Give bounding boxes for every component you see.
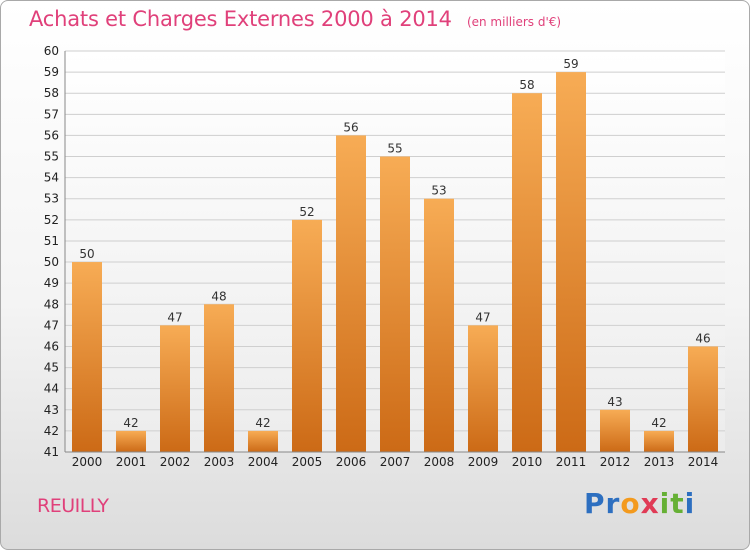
y-tick-label: 42 xyxy=(44,424,59,438)
bar-2011 xyxy=(556,72,586,453)
x-tick-label-2009: 2009 xyxy=(468,455,499,469)
x-tick-labels: 2000 2001 2002 2003 2004 2005 2006 2007 2008 2009… xyxy=(72,455,719,469)
title-block: Achats et Charges Externes 2000 à 2014 (… xyxy=(29,7,561,31)
bar-2007 xyxy=(380,156,410,453)
bar-2010 xyxy=(512,93,542,453)
y-tick-label: 55 xyxy=(44,150,59,164)
x-tick-label-2000: 2000 xyxy=(72,455,103,469)
axes xyxy=(64,51,725,453)
y-tick-label: 49 xyxy=(44,276,59,290)
bar-2008 xyxy=(424,198,454,452)
y-tick-label: 43 xyxy=(44,403,59,417)
value-label-2005: 52 xyxy=(299,205,314,219)
bar-2006 xyxy=(336,135,366,452)
y-tick-label: 57 xyxy=(44,107,59,121)
y-tick-label: 48 xyxy=(44,297,59,311)
bar-2001 xyxy=(116,430,146,452)
x-tick-label-2007: 2007 xyxy=(380,455,411,469)
x-tick-label-2013: 2013 xyxy=(644,455,675,469)
logo-letter: t xyxy=(670,487,685,520)
x-tick-label-2006: 2006 xyxy=(336,455,367,469)
value-label-2003: 48 xyxy=(211,289,226,303)
chart-subtitle: (en milliers d'€) xyxy=(466,15,562,29)
x-tick-label-2012: 2012 xyxy=(600,455,631,469)
x-tick-label-2010: 2010 xyxy=(512,455,543,469)
y-tick-label: 60 xyxy=(44,44,59,58)
x-tick-label-2011: 2011 xyxy=(556,455,587,469)
value-label-2002: 47 xyxy=(167,310,182,324)
y-tick-label: 46 xyxy=(44,339,59,353)
y-tick-label: 44 xyxy=(44,382,59,396)
logo-letter: r xyxy=(605,487,621,520)
logo-letter: o xyxy=(620,487,641,520)
bar-2013 xyxy=(644,430,674,452)
bar-2004 xyxy=(248,430,278,452)
bar-2002 xyxy=(160,325,190,452)
bar-2009 xyxy=(468,325,498,452)
commune-name: REUILLY xyxy=(37,495,109,517)
y-tick-label: 47 xyxy=(44,318,59,332)
value-label-2006: 56 xyxy=(343,120,358,134)
value-label-2004: 42 xyxy=(255,416,270,430)
y-tick-label: 58 xyxy=(44,86,59,100)
x-tick-label-2001: 2001 xyxy=(116,455,147,469)
x-tick-label-2014: 2014 xyxy=(688,455,719,469)
y-tick-label: 56 xyxy=(44,128,59,142)
y-tick-label: 54 xyxy=(44,171,59,185)
y-tick-label: 50 xyxy=(44,255,59,269)
bar-2000 xyxy=(72,262,102,452)
logo-letter: P xyxy=(584,487,606,520)
x-tick-label-2008: 2008 xyxy=(424,455,455,469)
y-tick-label: 53 xyxy=(44,192,59,206)
bar-2003 xyxy=(204,304,234,452)
value-label-2008: 53 xyxy=(431,184,446,198)
y-tick-label: 45 xyxy=(44,361,59,375)
logo-letter: i xyxy=(684,487,696,520)
proxiti-logo[interactable]: Proxiti xyxy=(584,487,695,520)
value-label-2000: 50 xyxy=(79,247,94,261)
value-label-2013: 42 xyxy=(651,416,666,430)
x-tick-label-2003: 2003 xyxy=(204,455,235,469)
x-tick-label-2002: 2002 xyxy=(160,455,191,469)
value-label-2009: 47 xyxy=(475,310,490,324)
y-tick-label: 52 xyxy=(44,213,59,227)
y-tick-label: 59 xyxy=(44,65,59,79)
bars xyxy=(72,72,718,453)
value-label-2007: 55 xyxy=(387,142,402,156)
x-tick-label-2005: 2005 xyxy=(292,455,323,469)
value-label-2012: 43 xyxy=(607,395,622,409)
value-label-2011: 59 xyxy=(563,57,578,71)
logo-letter: i xyxy=(659,487,671,520)
x-tick-label-2004: 2004 xyxy=(248,455,279,469)
value-label-2010: 58 xyxy=(519,78,534,92)
y-tick-label: 51 xyxy=(44,234,59,248)
chart-title: Achats et Charges Externes 2000 à 2014 xyxy=(29,7,452,31)
bar-2014 xyxy=(688,346,718,452)
y-tick-label: 41 xyxy=(44,445,59,459)
bar-2012 xyxy=(600,409,630,452)
bar-2005 xyxy=(292,219,322,452)
logo-letter: x xyxy=(640,487,660,520)
y-tick-labels: 41 42 43 44 45 46 47 48 49 50 51 52 53 54 55 56 57 58 59 60 xyxy=(44,44,59,459)
value-labels: 50 42 47 48 42 52 56 55 53 47 58 59 43 42 46 xyxy=(79,57,710,430)
value-label-2014: 46 xyxy=(695,331,710,345)
value-label-2001: 42 xyxy=(123,416,138,430)
